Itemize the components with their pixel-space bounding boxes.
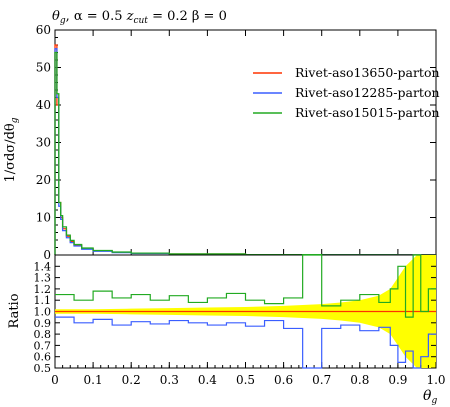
ratio-y-tick-label: 0.8 <box>34 328 52 341</box>
ratio-y-axis-label: Ratio <box>7 293 22 328</box>
legend-label: Rivet-aso13650-parton <box>295 65 440 80</box>
ratio-y-tick-label: 1.0 <box>34 306 52 319</box>
main-y-axis-label: 1/σdσ/dθg <box>3 117 20 182</box>
ratio-y-tick-label: 0.5 <box>34 362 52 375</box>
ratio-x-tick-label: 0.6 <box>274 373 293 387</box>
main-y-axis: 0 10 20 30 40 50 60 <box>36 23 436 262</box>
main-y-tick-label: 50 <box>36 61 51 75</box>
ratio-y-tick-label: 0.6 <box>34 351 52 364</box>
ratio-x-tick-label: 1.0 <box>426 373 445 387</box>
ratio-y-tick-label: 0.7 <box>34 339 52 352</box>
ratio-x-tick-label: 0.2 <box>122 373 141 387</box>
main-y-tick-label: 20 <box>36 173 51 187</box>
ratio-x-tick-label: 0 <box>51 373 59 387</box>
ratio-x-tick-label: 0.7 <box>312 373 331 387</box>
ratio-plot-panel: 0.50.60.70.80.91.01.11.21.31.4 0 0.1 0.2 0.… <box>7 254 446 406</box>
ratio-x-tick-label: 0.9 <box>388 373 407 387</box>
ratio-y-tick-label: 1.1 <box>34 294 52 307</box>
main-y-tick-label: 0 <box>43 248 51 262</box>
ratio-x-tick-label: 0.4 <box>198 373 217 387</box>
ratio-series-group <box>55 254 436 369</box>
ratio-y-tick-label: 1.4 <box>34 260 52 273</box>
main-plot-frame <box>54 29 437 256</box>
main-y-tick-label: 60 <box>36 23 51 37</box>
ratio-series-line-1 <box>55 254 436 318</box>
main-series-line-2 <box>54 51 437 256</box>
ratio-x-tick-label: 0.3 <box>160 373 179 387</box>
ratio-series-line-0 <box>55 316 436 369</box>
ratio-x-tick-label: 0.8 <box>350 373 369 387</box>
legend-label: Rivet-aso15015-parton <box>295 105 440 120</box>
main-y-tick-label: 40 <box>36 98 51 112</box>
main-x-ticks <box>54 30 437 255</box>
ratio-x-tick-label: 0.1 <box>84 373 103 387</box>
legend-label: Rivet-aso12285-parton <box>295 85 440 100</box>
ratio-x-tick-label: 0.5 <box>236 373 255 387</box>
ratio-y-tick-label: 0.9 <box>34 317 52 330</box>
main-y-tick-label: 10 <box>36 211 51 225</box>
legend: Rivet-aso13650-parton Rivet-aso12285-part… <box>253 65 440 120</box>
chart-title: θg, α = 0.5 zcut = 0.2 β = 0 <box>52 9 227 26</box>
ratio-y-tick-label: 1.3 <box>34 272 52 285</box>
main-y-tick-label: 30 <box>36 136 51 150</box>
ratio-y-tick-label: 1.2 <box>34 283 52 296</box>
ratio-x-axis: 0 0.1 0.2 0.3 0.4 0.5 0.6 0.7 0.8 0.9 1.0 <box>51 362 446 387</box>
main-plot-panel: 0 10 20 30 40 50 60 1/σdσ/dθg Rivet-aso13650-p… <box>3 23 440 262</box>
x-axis-label: θg <box>423 388 437 406</box>
ratio-y-axis: 0.50.60.70.80.91.01.11.21.31.4 <box>34 260 436 375</box>
